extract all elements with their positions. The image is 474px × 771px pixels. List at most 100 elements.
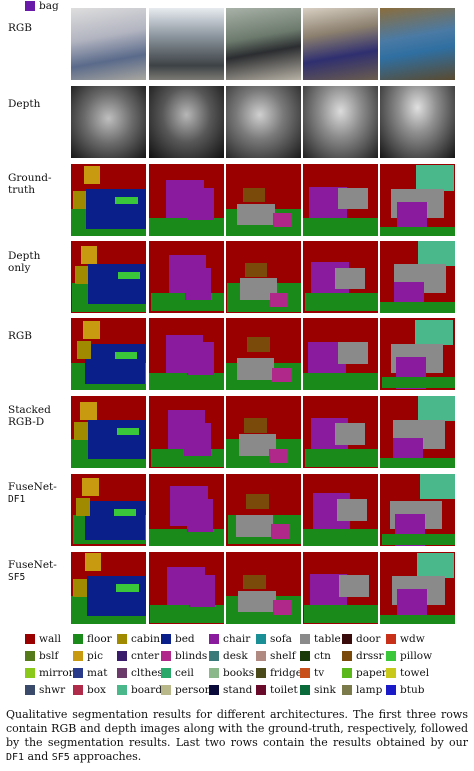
- segment-board: [415, 320, 453, 346]
- segment-floor: [149, 218, 224, 236]
- legend-label: table: [314, 633, 341, 645]
- segment-blinds: [271, 367, 291, 383]
- legend-swatch: [342, 651, 352, 661]
- segment-blinds: [272, 212, 292, 228]
- tile-ground-truth-1: [71, 164, 146, 236]
- tile-rgb-1: [71, 8, 146, 80]
- legend-label: shelf: [270, 650, 296, 662]
- legend-label: person: [175, 684, 212, 696]
- legend-swatch: [161, 634, 171, 644]
- legend-swatch: [342, 685, 352, 695]
- segment-blinds: [273, 600, 292, 615]
- legend-swatch: [117, 685, 127, 695]
- legend-swatch: [73, 685, 83, 695]
- tile-fusenet-df1-3: [226, 474, 301, 546]
- segment-pic: [84, 553, 101, 572]
- segment-cabin: [72, 191, 86, 210]
- legend-swatch: [25, 668, 35, 678]
- tile-depth-only-4: [303, 241, 378, 313]
- tile-rgb-result-5: [380, 318, 455, 390]
- tile-ground-truth-4: [303, 164, 378, 236]
- segment-floor: [380, 302, 455, 313]
- legend-label: wall: [39, 633, 61, 645]
- legend-label: tv: [314, 667, 325, 679]
- legend-swatch: [25, 634, 35, 644]
- legend-swatch: [73, 634, 83, 644]
- segment-cabin: [74, 266, 89, 285]
- legend-swatch: [300, 685, 310, 695]
- tile-depth-4: [303, 86, 378, 158]
- segment-board: [416, 552, 455, 578]
- tile-rgb-result-1: [71, 318, 146, 390]
- legend-swatch: [342, 634, 352, 644]
- legend-label: clthes: [131, 667, 163, 679]
- segment-pillow: [116, 427, 140, 435]
- legend-label: shwr: [39, 684, 66, 696]
- segment-blinds: [271, 524, 290, 539]
- segment-floor: [381, 533, 455, 545]
- legend-label: bed: [175, 633, 195, 645]
- segment-floor: [303, 529, 378, 546]
- tile-depth-5: [380, 86, 455, 158]
- segment-blinds: [268, 448, 288, 463]
- tile-depth-only-2: [149, 241, 224, 313]
- legend-label: desk: [223, 650, 248, 662]
- tile-fusenet-sf5-4: [303, 552, 378, 624]
- segment-chair: [187, 342, 214, 375]
- legend-label: floor: [87, 633, 112, 645]
- legend-swatch: [209, 651, 219, 661]
- legend-swatch: [161, 668, 171, 678]
- legend-swatch: [161, 651, 171, 661]
- legend-label: pic: [87, 650, 103, 662]
- legend-swatch: [161, 685, 171, 695]
- row-label-rgb-input: RGB: [8, 22, 33, 34]
- legend-swatch: [256, 668, 266, 678]
- segment-floor: [149, 372, 224, 390]
- segment-board: [417, 396, 455, 422]
- tile-fusenet-df1-4: [303, 474, 378, 546]
- segment-blinds: [269, 292, 289, 308]
- segment-drssr: [244, 418, 267, 433]
- segment-board: [418, 241, 455, 267]
- segment-table: [335, 267, 366, 290]
- legend-label: blinds: [175, 650, 208, 662]
- segment-pillow: [116, 584, 139, 592]
- figure-caption: Qualitative segmentation results for dif…: [6, 708, 468, 763]
- segment-pillow: [113, 508, 137, 516]
- segment-pic: [83, 166, 101, 185]
- segment-chair: [188, 187, 215, 221]
- legend-label: wdw: [400, 633, 425, 645]
- tile-fusenet-sf5-2: [149, 552, 224, 624]
- row-label-depth-input: Depth: [8, 98, 41, 110]
- tile-rgb-3: [226, 8, 301, 80]
- legend-swatch: [73, 668, 83, 678]
- legend-label: lamp: [356, 684, 383, 696]
- legend-swatch: [256, 651, 266, 661]
- segment-floor: [380, 614, 455, 624]
- legend-label: mat: [87, 667, 108, 679]
- row-label-fusenet-df1: FuseNet- DF1: [8, 481, 57, 505]
- legend-swatch: [117, 634, 127, 644]
- tile-stacked-rgbd-3: [226, 396, 301, 468]
- segment-floor: [149, 605, 224, 624]
- segment-pic: [80, 401, 97, 420]
- segment-floor: [303, 605, 378, 624]
- row-label-rgb-result: RGB: [8, 330, 33, 342]
- legend-label: toilet: [270, 684, 298, 696]
- legend-swatch: [209, 634, 219, 644]
- segment-table: [337, 342, 368, 365]
- legend-swatch: [300, 651, 310, 661]
- tile-ground-truth-5: [380, 164, 455, 236]
- tile-depth-2: [149, 86, 224, 158]
- segment-table: [339, 575, 369, 597]
- legend-swatch: [300, 668, 310, 678]
- segment-table: [336, 499, 367, 521]
- legend-swatch: [256, 685, 266, 695]
- segment-bed: [84, 500, 145, 541]
- legend-swatch: [386, 685, 396, 695]
- segment-drssr: [243, 575, 266, 590]
- row-label-ground-truth: Ground-truth: [8, 172, 52, 196]
- tile-stacked-rgbd-4: [303, 396, 378, 468]
- tile-depth-3: [226, 86, 301, 158]
- legend-swatch: [386, 668, 396, 678]
